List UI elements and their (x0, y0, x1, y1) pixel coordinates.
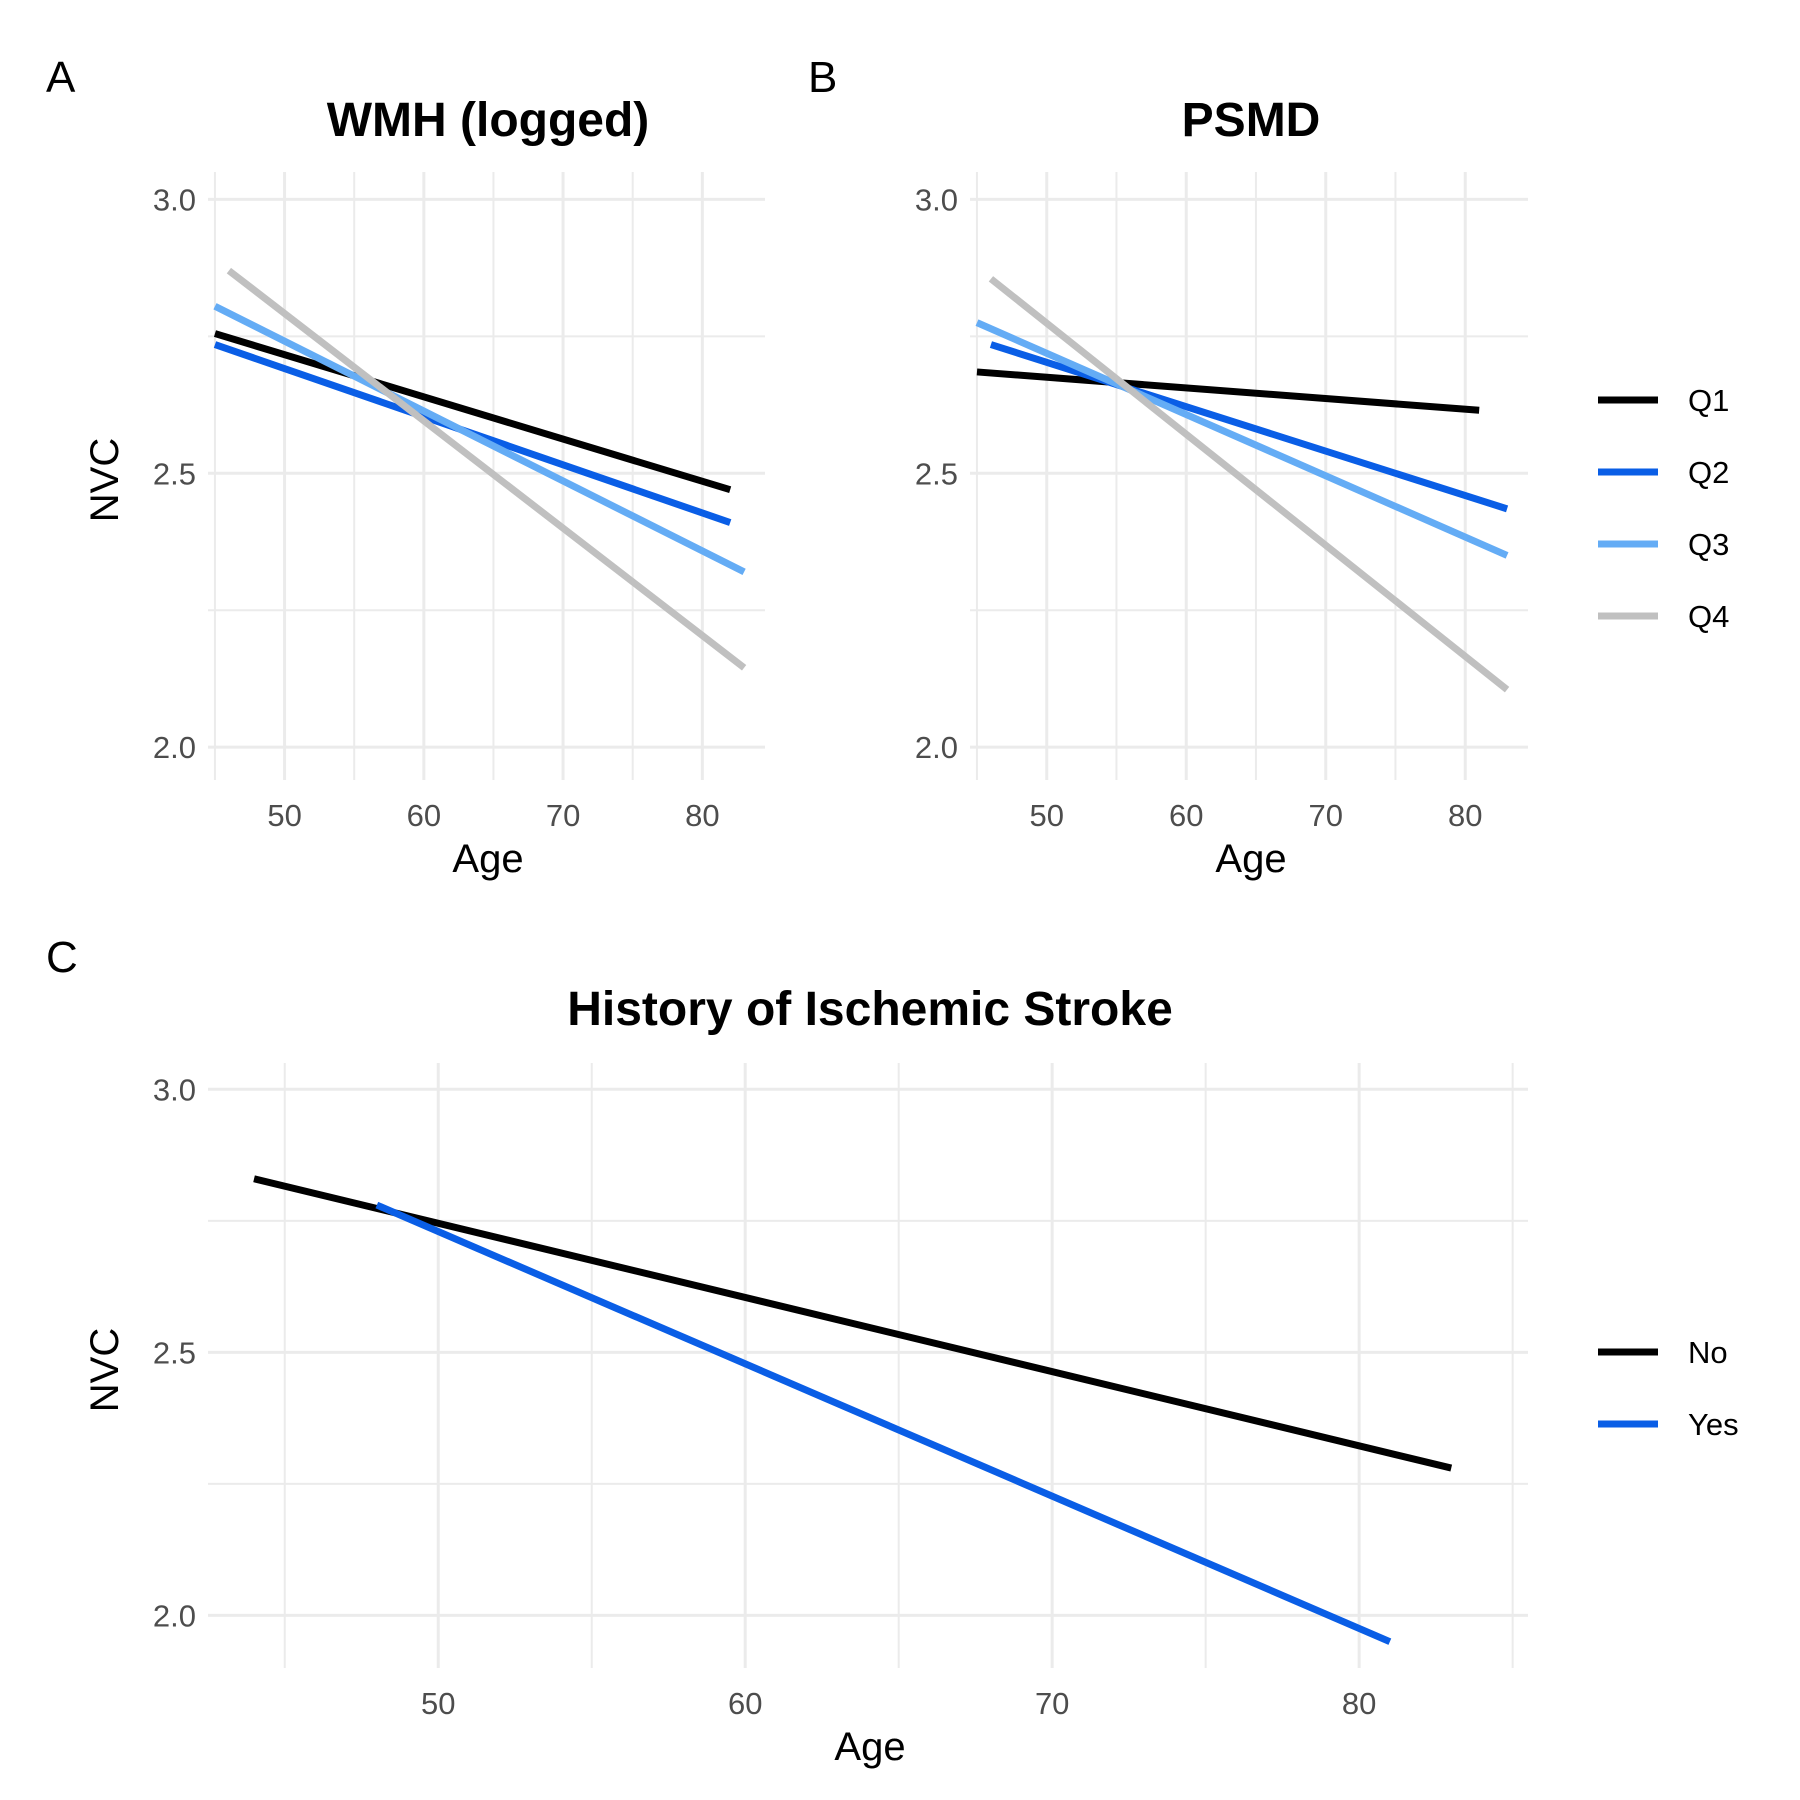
panel-c-y-tick-label: 2.0 (153, 1598, 196, 1633)
panel-b-line-q3 (975, 319, 1509, 559)
legend-stroke-label-yes: Yes (1688, 1407, 1739, 1442)
panel-a-line-q4 (226, 267, 747, 671)
panel-b-ticks: 50 60 70 80 2.0 2.5 3.0 (915, 182, 1483, 833)
panel-c-series (253, 1175, 1453, 1645)
legend-quartiles: Q1 Q2 Q3 Q4 (1598, 383, 1729, 634)
panel-b-x-tick-label: 70 (1308, 798, 1342, 833)
panel-b-title: PSMD (1182, 94, 1321, 147)
panel-c-y-axis-title: NVC (83, 1328, 127, 1412)
legend-q-label-q4: Q4 (1688, 599, 1729, 634)
panel-c-x-axis-title: Age (834, 1725, 905, 1769)
panel-b-x-tick-label: 60 (1169, 798, 1203, 833)
panel-c-line-yes (375, 1201, 1392, 1645)
panel-a-series (213, 267, 747, 671)
panel-b-grid (970, 172, 1528, 780)
panel-a-x-tick-label: 50 (267, 798, 301, 833)
panel-b-x-tick-label: 50 (1029, 798, 1063, 833)
panel-b-line-q4 (988, 276, 1510, 693)
panel-c-y-tick-label: 2.5 (153, 1335, 196, 1370)
panel-a-y-tick-label: 2.5 (153, 456, 196, 491)
legend-q-label-q3: Q3 (1688, 527, 1729, 562)
panel-c-grid (208, 1063, 1528, 1668)
panel-letter-b: B (808, 53, 837, 102)
panel-b-x-axis-title: Age (1215, 837, 1286, 881)
panel-b-y-tick-label: 3.0 (915, 182, 958, 217)
panel-c-line-no (253, 1175, 1453, 1472)
panel-a-x-tick-label: 80 (685, 798, 719, 833)
legend-q-label-q2: Q2 (1688, 455, 1729, 490)
panel-a-x-tick-label: 60 (407, 798, 441, 833)
panel-a-ticks: 50 60 70 80 2.0 2.5 3.0 (153, 182, 720, 833)
panel-b-y-tick-label: 2.5 (915, 456, 958, 491)
panel-b-y-tick-label: 2.0 (915, 730, 958, 765)
panel-c-x-tick-label: 80 (1342, 1686, 1376, 1721)
panel-a-line-q1 (213, 330, 732, 494)
panel-a-line-q3 (213, 303, 746, 575)
panel-a-y-axis-title: NVC (83, 438, 127, 522)
panel-a-grid (208, 172, 765, 780)
panel-a-x-axis-title: Age (452, 837, 523, 881)
panel-a-x-tick-label: 70 (546, 798, 580, 833)
panel-b-line-q2 (989, 341, 1509, 513)
panel-a-y-tick-label: 2.0 (153, 730, 196, 765)
panel-c-x-tick-label: 70 (1035, 1686, 1069, 1721)
panel-a-wmh: WMH (logged) NVC Age 50 60 70 80 2.0 2.5 3.0 (83, 94, 765, 881)
legend-stroke-history: No Yes (1598, 1335, 1739, 1442)
panel-a-y-tick-label: 3.0 (153, 182, 196, 217)
panel-letter-c: C (46, 933, 78, 982)
panel-b-line-q1 (976, 368, 1480, 414)
panel-b-series (975, 276, 1510, 693)
legend-q-label-q1: Q1 (1688, 383, 1729, 418)
panel-c-ticks: 50 60 70 80 2.0 2.5 3.0 (153, 1072, 1377, 1721)
panel-c-y-tick-label: 3.0 (153, 1072, 196, 1107)
panel-a-title: WMH (logged) (327, 94, 650, 147)
panel-c-x-tick-label: 60 (728, 1686, 762, 1721)
panel-b-psmd: PSMD Age 50 60 70 80 2.0 2.5 3.0 (915, 94, 1528, 881)
panel-letter-a: A (46, 53, 76, 102)
panel-c-x-tick-label: 50 (421, 1686, 455, 1721)
panel-c-title: History of Ischemic Stroke (567, 983, 1173, 1036)
panel-c-stroke: History of Ischemic Stroke NVC Age 50 60 7… (83, 983, 1528, 1769)
legend-stroke-label-no: No (1688, 1335, 1728, 1370)
panel-b-x-tick-label: 80 (1448, 798, 1482, 833)
